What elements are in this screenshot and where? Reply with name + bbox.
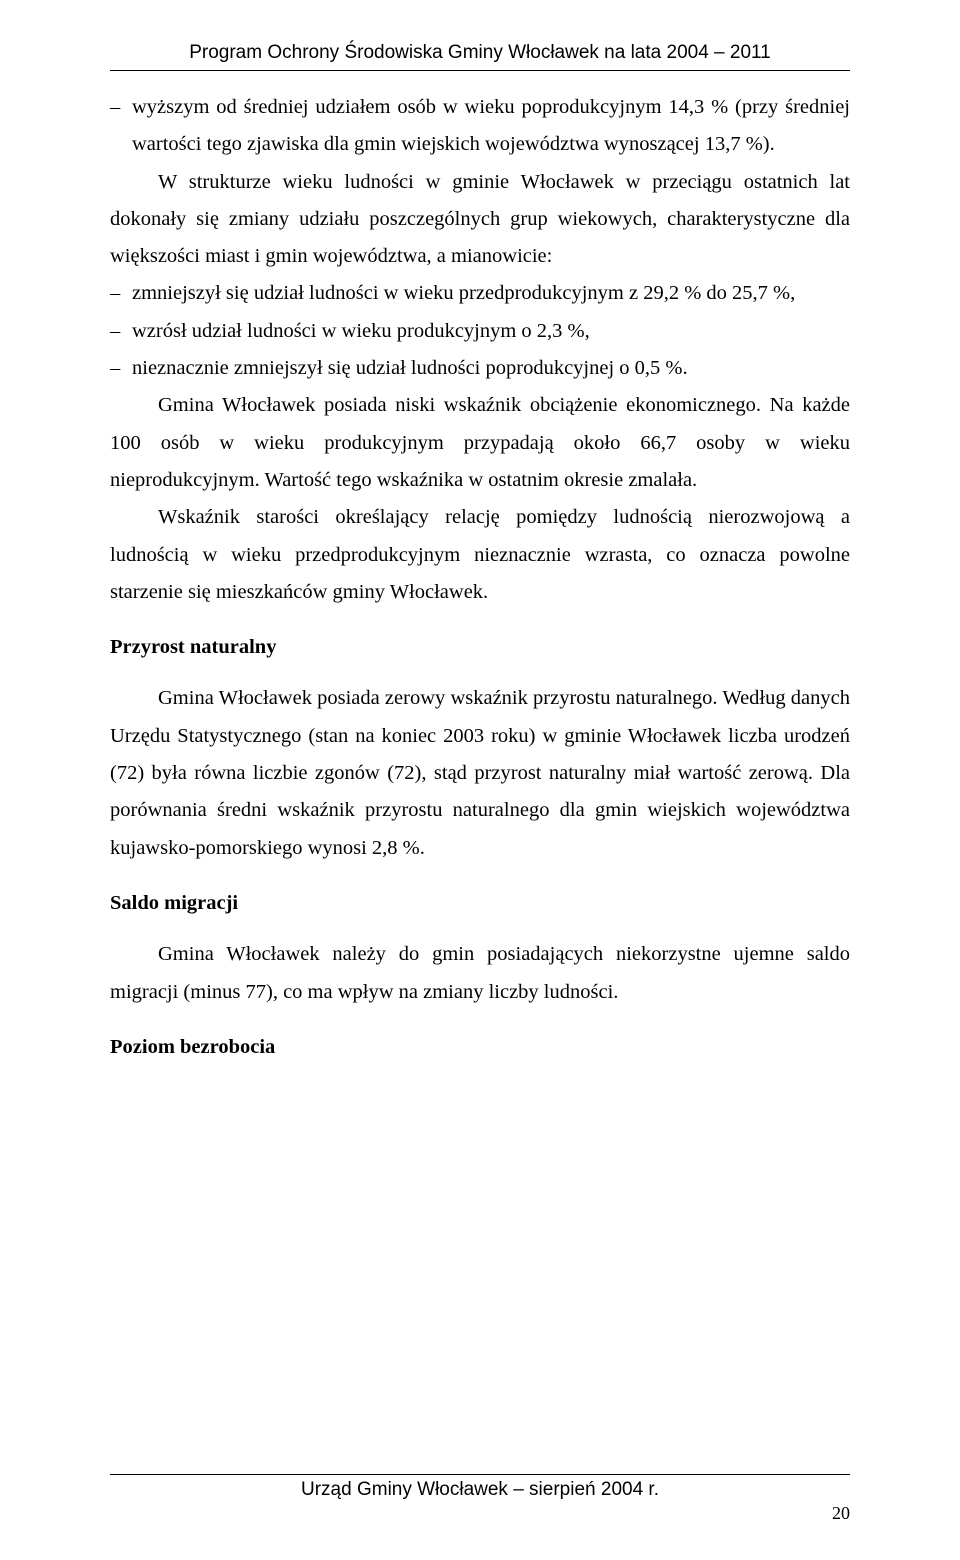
bullet-content: nieznacznie zmniejszył się udział ludnoś… [132,350,850,387]
page-number: 20 [110,1503,850,1524]
bullet-dash: – [110,89,132,164]
bullet-content: wzrósł udział ludności w wieku produkcyj… [132,313,850,350]
page-footer: Urząd Gminy Włocławek – sierpień 2004 r.… [110,1474,850,1524]
bullet-dash: – [110,313,132,350]
body-text: – wyższym od średniej udziałem osób w wi… [110,89,850,1066]
paragraph-text: Gmina Włocławek należy do gmin posiadają… [110,943,850,1002]
bullet-item: – nieznacznie zmniejszył się udział ludn… [110,350,850,387]
paragraph-text: Gmina Włocławek posiada zerowy wskaźnik … [110,687,850,858]
section-heading: Poziom bezrobocia [110,1029,850,1066]
paragraph: Gmina Włocławek posiada niski wskaźnik o… [110,387,850,499]
bullet-item: – zmniejszył się udział ludności w wieku… [110,275,850,312]
bullet-item: – wzrósł udział ludności w wieku produkc… [110,313,850,350]
bullet-item: – wyższym od średniej udziałem osób w wi… [110,89,850,164]
paragraph: Gmina Włocławek należy do gmin posiadają… [110,936,850,1011]
bullet-dash: – [110,350,132,387]
section-heading: Przyrost naturalny [110,629,850,666]
header-title: Program Ochrony Środowiska Gminy Włocław… [189,42,771,63]
bullet-content: wyższym od średniej udziałem osób w wiek… [132,89,850,164]
footer-text: Urząd Gminy Włocławek – sierpień 2004 r. [301,1479,659,1500]
paragraph-text: Gmina Włocławek posiada niski wskaźnik o… [110,394,850,491]
section-heading: Saldo migracji [110,885,850,922]
document-page: Program Ochrony Środowiska Gminy Włocław… [0,0,960,1130]
paragraph: W strukturze wieku ludności w gminie Wło… [110,164,850,276]
page-header: Program Ochrony Środowiska Gminy Włocław… [110,42,850,71]
bullet-content: zmniejszył się udział ludności w wieku p… [132,275,850,312]
paragraph: Gmina Włocławek posiada zerowy wskaźnik … [110,680,850,866]
paragraph-text: W strukturze wieku ludności w gminie Wło… [110,171,850,268]
bullet-dash: – [110,275,132,312]
paragraph-text: Wskaźnik starości określający relację po… [110,506,850,603]
footer-line: Urząd Gminy Włocławek – sierpień 2004 r. [110,1474,850,1501]
paragraph: Wskaźnik starości określający relację po… [110,499,850,611]
